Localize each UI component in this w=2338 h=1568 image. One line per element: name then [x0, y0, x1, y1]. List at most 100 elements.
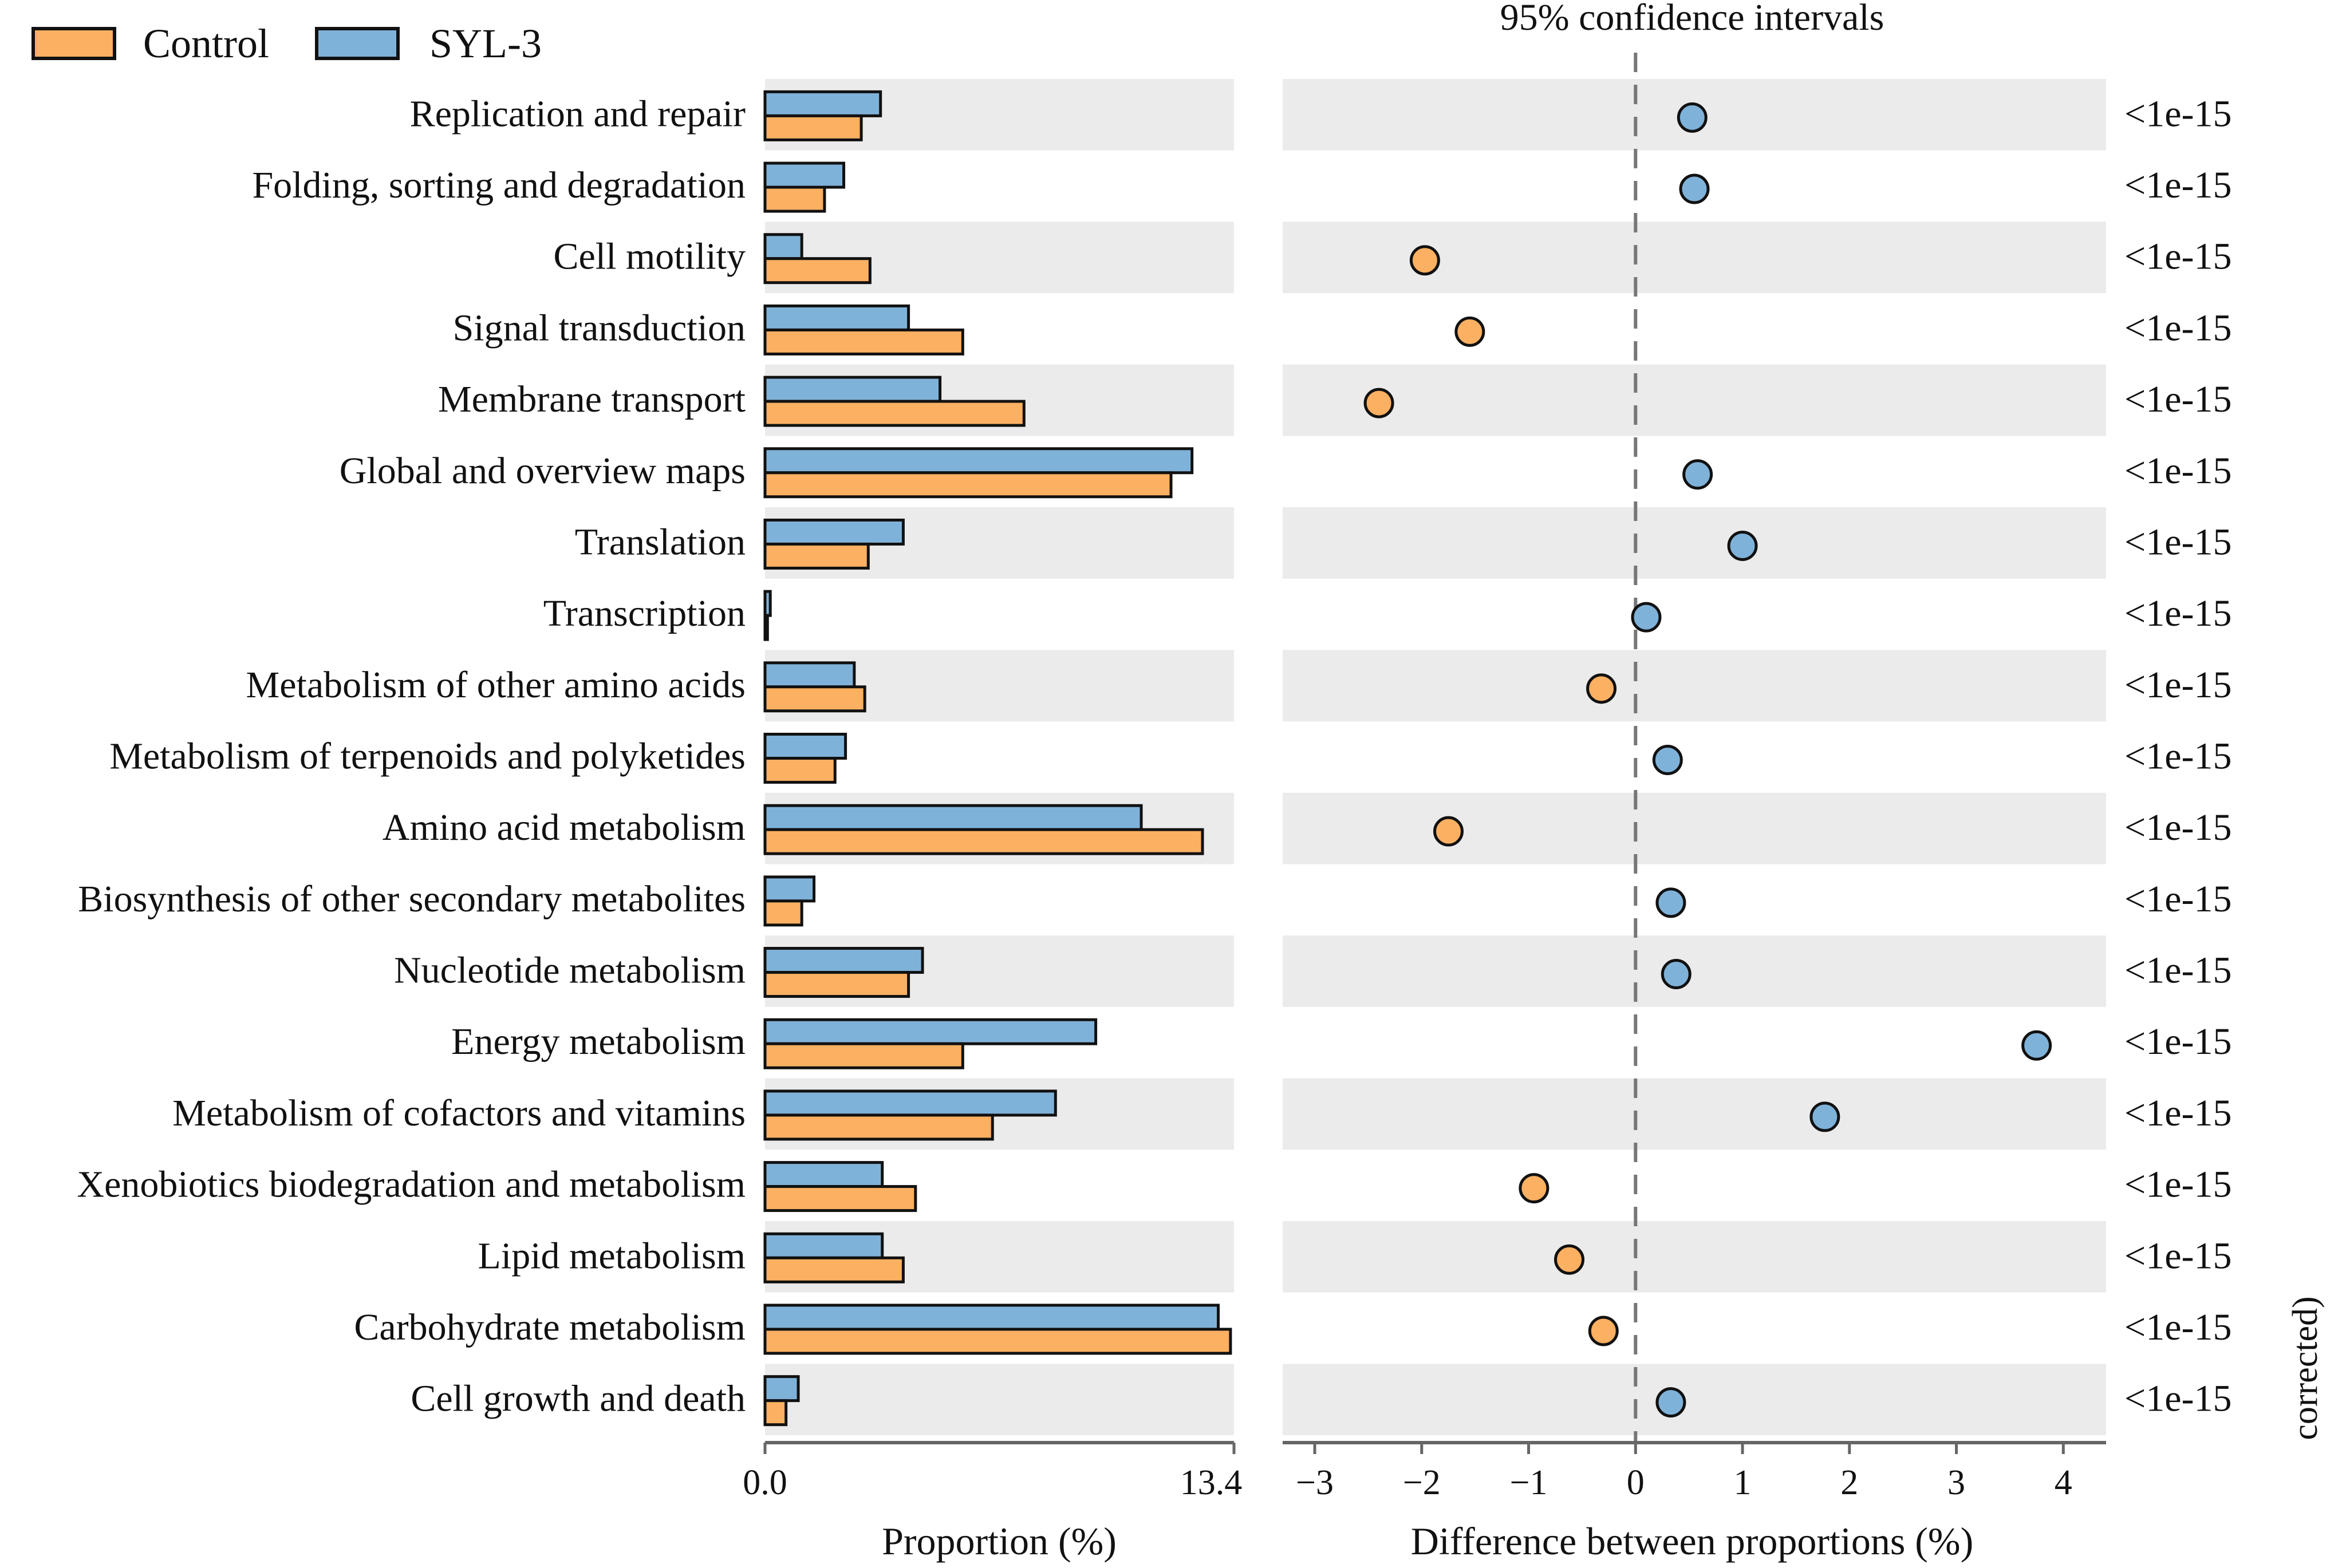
bar-syl3 — [763, 733, 847, 760]
difference-point — [1677, 102, 1708, 133]
difference-point — [1679, 173, 1710, 204]
bar-control — [763, 185, 826, 213]
p-value-label: <1e-15 — [2124, 1092, 2232, 1134]
legend-swatch-control — [31, 27, 116, 60]
legend-label-control: Control — [143, 21, 269, 66]
p-value-label: <1e-15 — [2124, 450, 2232, 492]
difference-point — [1409, 245, 1440, 276]
p-value-label: <1e-15 — [2124, 93, 2232, 135]
bar-syl3 — [763, 804, 1143, 831]
bar-control — [763, 899, 803, 927]
bar-syl3 — [763, 1161, 884, 1188]
difference-point — [1588, 1316, 1619, 1346]
row-band-right — [1283, 935, 2106, 1007]
difference-point — [1655, 1387, 1686, 1418]
bar-syl3 — [763, 661, 856, 689]
category-label: Cell growth and death — [411, 1378, 746, 1420]
legend-swatch-syl3 — [315, 27, 400, 60]
bar-syl3 — [763, 1375, 800, 1403]
p-value-label: <1e-15 — [2124, 164, 2232, 206]
category-label: Signal transduction — [453, 307, 746, 349]
difference-tick-label: 4 — [2055, 1463, 2072, 1502]
difference-point — [1661, 959, 1692, 990]
p-value-label: <1e-15 — [2124, 236, 2232, 278]
pvalue-axis-label: corrected) — [2286, 1296, 2325, 1440]
bar-control — [763, 328, 964, 356]
proportion-axis: 0.0 13.4 Proportion (%) — [743, 1441, 1243, 1563]
p-value-label: <1e-15 — [2124, 950, 2232, 992]
bar-control — [763, 114, 863, 141]
category-labels: Replication and repair Folding, sorting a… — [77, 93, 746, 1419]
difference-point — [1631, 602, 1662, 633]
category-label: Metabolism of other amino acids — [246, 664, 746, 706]
row-bands — [765, 79, 2106, 1435]
difference-points — [1363, 102, 2052, 1418]
p-value-label: <1e-15 — [2124, 1021, 2232, 1063]
bar-control — [763, 542, 870, 570]
difference-tick-label: −2 — [1403, 1463, 1441, 1502]
difference-point — [1519, 1173, 1550, 1204]
difference-point — [1554, 1244, 1584, 1275]
legend: Control SYL-3 — [31, 21, 542, 66]
bar-syl3 — [763, 90, 882, 117]
category-label: Biosynthesis of other secondary metaboli… — [78, 878, 746, 920]
row-band-right — [1283, 222, 2106, 294]
difference-point — [1652, 745, 1683, 775]
category-label: Cell motility — [553, 236, 746, 278]
difference-point — [1727, 530, 1758, 561]
p-value-label: <1e-15 — [2124, 378, 2232, 420]
difference-tick-label: 2 — [1840, 1463, 1858, 1502]
bar-control — [763, 1328, 1232, 1355]
bar-control — [763, 1256, 905, 1283]
legend-label-syl3: SYL-3 — [429, 21, 542, 66]
category-label: Lipid metabolism — [478, 1235, 746, 1277]
p-value-label: <1e-15 — [2124, 1235, 2232, 1277]
bar-control — [763, 257, 872, 285]
difference-point — [1682, 459, 1713, 490]
category-label: Global and overview maps — [340, 450, 746, 492]
bar-control — [763, 757, 837, 784]
bar-syl3 — [763, 590, 772, 617]
difference-point — [2021, 1030, 2052, 1061]
bar-syl3 — [763, 161, 846, 189]
category-label: Nucleotide metabolism — [394, 950, 746, 992]
p-value-label: <1e-15 — [2124, 307, 2232, 349]
p-value-label: <1e-15 — [2124, 664, 2232, 706]
difference-tick-label: 3 — [1947, 1463, 1965, 1502]
bar-control — [763, 1399, 788, 1427]
proportion-tick-label-min: 0.0 — [743, 1463, 787, 1502]
bar-syl3 — [763, 376, 942, 403]
p-value-label: <1e-15 — [2124, 1306, 2232, 1348]
difference-point — [1363, 388, 1394, 418]
row-band-right — [1283, 1078, 2106, 1150]
category-label: Amino acid metabolism — [383, 807, 746, 848]
bar-control — [763, 1185, 917, 1212]
bar-control — [763, 614, 769, 641]
p-value-label: <1e-15 — [2124, 521, 2232, 563]
proportion-axis-label: Proportion (%) — [882, 1519, 1117, 1563]
difference-tick-label: 0 — [1627, 1463, 1645, 1502]
p-value-label: <1e-15 — [2124, 1164, 2232, 1206]
category-label: Replication and repair — [410, 93, 746, 135]
difference-tick-label: −1 — [1510, 1463, 1548, 1502]
p-value-labels: <1e-15 <1e-15 <1e-15 <1e-15 <1e-15 <1e-15 <1e-… — [2124, 93, 2232, 1419]
category-label: Folding, sorting and degradation — [252, 164, 746, 206]
difference-point — [1433, 816, 1464, 847]
difference-point — [1454, 316, 1485, 347]
bar-control — [763, 400, 1026, 427]
p-value-label: <1e-15 — [2124, 1378, 2232, 1420]
category-label: Membrane transport — [438, 378, 746, 420]
bar-control — [763, 1113, 994, 1141]
bar-syl3 — [763, 233, 803, 260]
category-label: Transcription — [543, 593, 746, 634]
p-value-label: <1e-15 — [2124, 807, 2232, 848]
row-band-left — [765, 1364, 1234, 1435]
bar-syl3 — [763, 1304, 1220, 1331]
difference-tick-label: 1 — [1734, 1463, 1752, 1502]
proportion-tick-label-max: 13.4 — [1180, 1463, 1243, 1502]
category-label: Carbohydrate metabolism — [354, 1306, 746, 1348]
difference-point — [1586, 673, 1617, 704]
row-band-right — [1283, 364, 2106, 436]
proportion-bars — [763, 90, 1232, 1427]
